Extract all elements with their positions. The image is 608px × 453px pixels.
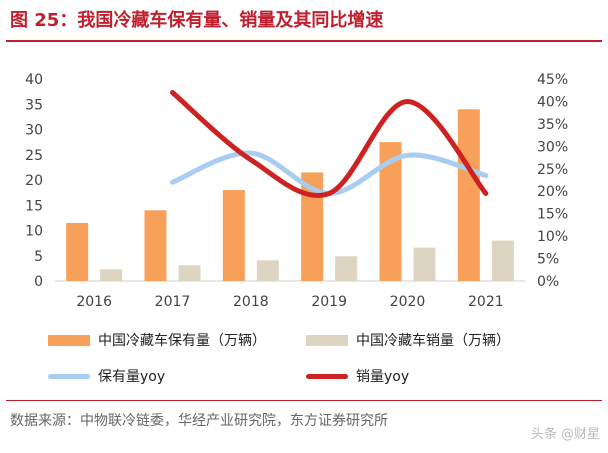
x-axis: 2016 2017 2018 2019 2020 2021 [76, 294, 503, 310]
y-right-tick-label: 10% [537, 229, 568, 245]
x-tick-label: 2020 [390, 294, 426, 310]
legend-swatch-stock [48, 334, 90, 346]
x-tick-label: 2021 [468, 294, 504, 310]
legend-item-stock: 中国冷藏车保有量（万辆） [48, 330, 266, 350]
y-axis-left: 0 5 10 15 20 25 30 35 40 [25, 72, 43, 290]
y-left-tick-label: 20 [25, 173, 43, 189]
x-tick-label: 2019 [311, 294, 347, 310]
source-note: 数据来源：中物联冷链委，华经产业研究院，东方证券研究所 [10, 413, 388, 429]
bar-sales [256, 260, 279, 281]
y-left-tick-label: 30 [25, 123, 43, 139]
bar-sales [100, 269, 123, 281]
y-right-tick-label: 35% [537, 117, 568, 133]
y-right-tick-label: 20% [537, 184, 568, 200]
line-sales-yoy [170, 89, 489, 198]
bar-stock [301, 172, 324, 281]
y-left-tick-label: 0 [34, 274, 43, 290]
legend-swatch-sales-yoy [306, 373, 348, 379]
y-left-tick-label: 15 [25, 198, 43, 214]
bar-series [66, 109, 514, 281]
bar-stock [66, 222, 89, 281]
y-left-tick-label: 25 [25, 148, 43, 164]
figure-title: 图 25：我国冷藏车保有量、销量及其同比增速 [10, 10, 384, 31]
legend-label-sales-yoy: 销量yoy [356, 369, 410, 385]
chart: 0 5 10 15 20 25 30 35 40 0% 5% 10% 15% 20% 25% 30% 35% 4… [25, 72, 568, 310]
legend-item-stock-yoy: 保有量yoy [48, 366, 165, 386]
bar-sales [178, 265, 201, 281]
y-right-tick-label: 15% [537, 207, 568, 223]
bar-sales [413, 247, 436, 281]
legend-label-stock-yoy: 保有量yoy [98, 369, 166, 385]
x-tick-label: 2018 [233, 294, 269, 310]
y-left-tick-label: 35 [25, 97, 43, 113]
bar-stock [457, 109, 480, 281]
legend-swatch-sales [306, 334, 348, 346]
bar-sales [491, 240, 514, 281]
y-left-tick-label: 40 [25, 72, 43, 88]
y-axis-right: 0% 5% 10% 15% 20% 25% 30% 35% 40% 45% [537, 72, 568, 290]
legend-item-sales: 中国冷藏车销量（万辆） [306, 330, 510, 350]
y-right-tick-label: 40% [537, 94, 568, 110]
y-left-tick-label: 5 [34, 249, 43, 265]
title-divider [6, 40, 602, 42]
legend-label-sales: 中国冷藏车销量（万辆） [356, 333, 510, 349]
legend-item-sales-yoy: 销量yoy [306, 366, 409, 386]
bar-stock [379, 142, 402, 281]
bar-sales [335, 256, 358, 281]
bar-stock [144, 210, 167, 281]
y-right-tick-label: 5% [537, 252, 559, 268]
y-right-tick-label: 0% [537, 274, 559, 290]
line-stock-yoy [170, 150, 489, 196]
line-series [170, 89, 489, 198]
legend: 中国冷藏车保有量（万辆） 中国冷藏车销量（万辆） 保有量yoy 销量yoy [48, 330, 588, 386]
bar-stock [222, 190, 245, 281]
legend-label-stock: 中国冷藏车保有量（万辆） [98, 333, 266, 349]
y-right-tick-label: 25% [537, 162, 568, 178]
y-left-tick-label: 10 [25, 224, 43, 240]
x-tick-label: 2016 [76, 294, 112, 310]
x-tick-label: 2017 [155, 294, 191, 310]
watermark: 头条 @财星 [530, 427, 600, 442]
source-divider [6, 400, 602, 401]
legend-swatch-stock-yoy [48, 373, 90, 379]
y-right-tick-label: 45% [537, 72, 568, 88]
y-right-tick-label: 30% [537, 139, 568, 155]
